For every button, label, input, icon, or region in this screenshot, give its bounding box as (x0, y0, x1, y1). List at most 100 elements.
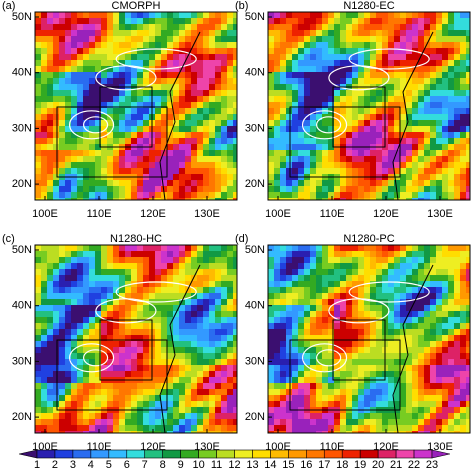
field-cell (418, 275, 424, 281)
field-cell (107, 251, 113, 257)
field-cell (83, 269, 89, 275)
field-cell (155, 395, 161, 401)
field-cell (274, 84, 280, 90)
field-cell (268, 353, 274, 359)
field-cell (113, 192, 119, 198)
field-cell (460, 84, 466, 90)
field-cell (412, 383, 418, 389)
field-cell (298, 84, 304, 90)
field-cell (358, 72, 364, 78)
field-cell (328, 60, 334, 66)
field-cell (203, 24, 209, 30)
field-cell (298, 144, 304, 150)
map-panel (267, 244, 471, 434)
field-cell (268, 18, 274, 24)
field-cell (418, 96, 424, 102)
field-cell (364, 156, 370, 162)
field-cell (388, 48, 394, 54)
field-cell (424, 353, 430, 359)
panel-title: N1280-EC (343, 0, 394, 12)
field-cell (466, 419, 470, 425)
field-cell (47, 329, 53, 335)
field-cell (304, 335, 310, 341)
field-cell (233, 66, 237, 72)
field-cell (185, 60, 191, 66)
field-cell (167, 401, 173, 407)
field-cell (418, 317, 424, 323)
field-cell (286, 66, 292, 72)
field-cell (400, 162, 406, 168)
field-cell (137, 156, 143, 162)
field-cell (316, 257, 322, 263)
field-cell (280, 174, 286, 180)
field-cell (370, 114, 376, 120)
field-cell (53, 78, 59, 84)
field-cell (161, 12, 167, 18)
field-cell (400, 48, 406, 54)
field-cell (400, 389, 406, 395)
field-cell (394, 78, 400, 84)
field-cell (167, 180, 173, 186)
field-cell (59, 311, 65, 317)
field-cell (280, 305, 286, 311)
field-cell (400, 269, 406, 275)
field-cell (292, 251, 298, 257)
field-cell (113, 54, 119, 60)
field-cell (167, 383, 173, 389)
field-cell (358, 126, 364, 132)
field-cell (167, 36, 173, 42)
field-cell (65, 90, 71, 96)
field-cell (137, 48, 143, 54)
field-cell (370, 72, 376, 78)
field-cell (364, 192, 370, 198)
field-cell (125, 198, 131, 200)
field-cell (448, 66, 454, 72)
field-cell (47, 192, 53, 198)
field-cell (53, 377, 59, 383)
field-cell (161, 281, 167, 287)
field-cell (161, 287, 167, 293)
field-cell (418, 281, 424, 287)
field-cell (424, 186, 430, 192)
field-cell (203, 48, 209, 54)
field-cell (161, 335, 167, 341)
field-cell (95, 323, 101, 329)
field-cell (394, 72, 400, 78)
field-cell (382, 18, 388, 24)
field-cell (77, 329, 83, 335)
field-cell (292, 132, 298, 138)
field-cell (412, 126, 418, 132)
field-cell (274, 293, 280, 299)
field-cell (77, 150, 83, 156)
field-cell (47, 371, 53, 377)
field-cell (89, 425, 95, 431)
field-cell (292, 96, 298, 102)
colorbar-tick-label: 8 (160, 459, 166, 470)
field-cell (215, 186, 221, 192)
field-cell (167, 84, 173, 90)
field-cell (274, 347, 280, 353)
field-cell (334, 401, 340, 407)
colorbar-box (216, 449, 235, 459)
field-cell (406, 198, 412, 200)
field-cell (191, 359, 197, 365)
field-cell (155, 281, 161, 287)
field-cell (430, 317, 436, 323)
field-cell (233, 317, 237, 323)
field-cell (460, 335, 466, 341)
field-cell (304, 90, 310, 96)
field-cell (35, 60, 41, 66)
field-cell (221, 275, 227, 281)
field-cell (59, 126, 65, 132)
field-cell (382, 257, 388, 263)
field-cell (137, 293, 143, 299)
field-cell (364, 78, 370, 84)
field-cell (173, 419, 179, 425)
field-cell (430, 299, 436, 305)
field-cell (161, 311, 167, 317)
field-cell (119, 96, 125, 102)
field-cell (442, 12, 448, 18)
field-cell (179, 401, 185, 407)
field-cell (41, 365, 47, 371)
field-cell (185, 126, 191, 132)
